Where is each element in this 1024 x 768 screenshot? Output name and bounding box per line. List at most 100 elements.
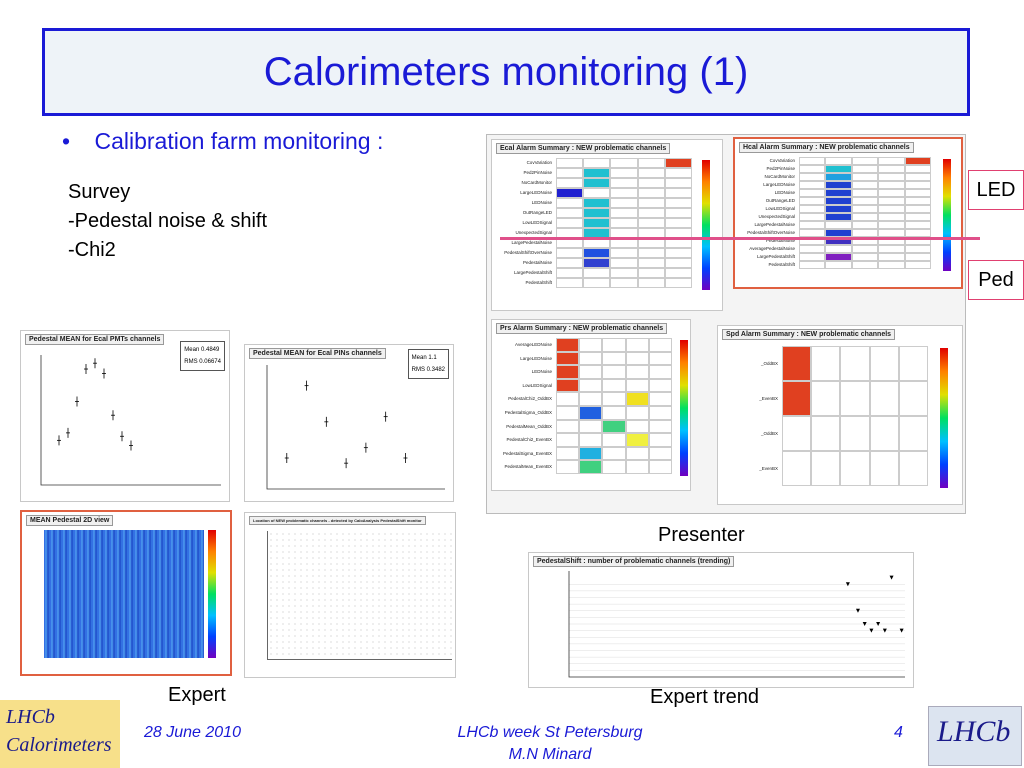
alarm-cell: [825, 253, 852, 261]
color-scale: [208, 530, 216, 658]
alarm-cell: [904, 189, 931, 197]
spd-alarm-grid: _OddBX _EvenBX _OddBX _EvenBX: [720, 346, 930, 486]
alarm-cell: [637, 248, 665, 258]
alarm-cell: [610, 248, 638, 258]
alarm-cell: [602, 433, 626, 447]
alarm-cell: [610, 218, 638, 228]
alarm-cell: [556, 188, 584, 198]
alarm-cell: [851, 261, 879, 269]
presenter-screenshot: Ecal Alarm Summary : NEW problematic cha…: [486, 134, 966, 514]
alarm-row-label: PedestalShiftOverNoise: [504, 250, 552, 255]
survey-line: -Chi2: [68, 239, 116, 261]
alarm-cell: [904, 157, 931, 165]
title-box: Calorimeters monitoring (1): [42, 28, 970, 116]
alarm-cell: [878, 165, 905, 173]
alarm-cell: [799, 221, 826, 229]
alarm-cell: [583, 248, 611, 258]
alarm-row-label: PedestalShiftOverNoise: [747, 230, 795, 235]
alarm-cell: [579, 460, 603, 474]
trend-point: [845, 582, 850, 587]
alarm-cell: [825, 221, 852, 229]
alarm-cell: [625, 446, 649, 461]
alarm-cell: [825, 261, 852, 269]
alarm-cell: [579, 406, 603, 420]
alarm-cell: [664, 208, 692, 218]
alarm-cell: [664, 258, 692, 268]
problematic-map-panel: Location of NEW problematic channels - d…: [244, 512, 456, 678]
alarm-row-label: PedestalChi2_EvenBX: [506, 437, 552, 443]
lhcb-calorimeters-logo: LHCb Calorimeters: [0, 700, 120, 768]
alarm-cell: [825, 197, 852, 205]
alarm-row-label: PedestalNoise: [765, 238, 795, 243]
alarm-cell: [610, 168, 638, 178]
alarm-cell: [799, 205, 826, 213]
alarm-cell: [583, 188, 611, 198]
bullet-line: • Calibration farm monitoring :: [62, 128, 383, 155]
alarm-cell: [583, 158, 611, 168]
alarm-cell: [583, 178, 611, 188]
alarm-cell: [556, 392, 580, 406]
problematic-map-grid: [267, 531, 452, 660]
alarm-row-label: UnexpectedSignal: [515, 230, 552, 235]
alarm-cell: [583, 168, 611, 178]
footer-event-line: M.N Minard: [508, 746, 592, 763]
alarm-cell: [610, 178, 638, 188]
alarm-cell: [602, 351, 626, 366]
alarm-cell: [625, 365, 649, 379]
alarm-cell: [637, 198, 665, 208]
survey-line: Survey: [68, 181, 131, 203]
footer-event-line: LHCb week St Petersburg: [457, 724, 643, 741]
ecal-alarm-grid: CovVariation Ped2PinNoise NoCardMonitor Lar…: [494, 158, 694, 288]
alarm-cell: [637, 278, 665, 288]
alarm-cell: [851, 205, 879, 213]
alarm-cell: [904, 245, 931, 253]
stat-mean: Mean 0.4849: [184, 347, 220, 353]
axis: [40, 355, 221, 486]
alarm-cell: [878, 261, 905, 269]
lhcb-logo: LHCb: [928, 706, 1022, 766]
stats-box: Mean 1.1 RMS 0.3482: [407, 349, 449, 379]
panel-title: Pedestal MEAN for Ecal PINs channels: [249, 348, 386, 359]
alarm-cell: [556, 378, 580, 393]
alarm-row-label: LEDNoise: [774, 190, 795, 195]
alarm-cell: [904, 261, 931, 269]
alarm-cell: [648, 406, 672, 420]
alarm-cell: [799, 197, 826, 205]
alarm-row-label: UnexpectedSignal: [758, 214, 795, 219]
alarm-cell: [782, 416, 812, 451]
alarm-row-label: PedestalMean_OddBX: [506, 423, 552, 429]
panel-title: Pedestal MEAN for Ecal PMTs channels: [25, 334, 165, 345]
alarm-cell: [904, 181, 931, 189]
alarm-cell: [851, 181, 879, 189]
alarm-cell: [579, 351, 603, 366]
alarm-cell: [556, 278, 584, 288]
alarm-cell: [851, 221, 879, 229]
alarm-cell: [811, 346, 841, 381]
alarm-cell: [556, 433, 580, 447]
alarm-cell: [556, 351, 580, 366]
panel-title: Ecal Alarm Summary : NEW problematic cha…: [496, 143, 671, 154]
alarm-cell: [878, 173, 905, 181]
alarm-cell: [637, 178, 665, 188]
trend-point: [876, 622, 881, 626]
ped-label: Ped: [968, 260, 1024, 300]
panel-title: PedestalShift : number of problematic ch…: [533, 556, 735, 567]
alarm-cell: [664, 158, 692, 168]
alarm-row-label: LargePedestalShift: [756, 254, 795, 259]
stat-rms: RMS 0.06674: [184, 359, 221, 365]
alarm-row-label: AveragePedestalNoise: [749, 246, 795, 251]
alarm-cell: [579, 392, 603, 406]
ecal-alarm-panel: Ecal Alarm Summary : NEW problematic cha…: [491, 139, 723, 311]
color-scale: [680, 340, 688, 476]
alarm-cell: [556, 208, 584, 218]
alarm-row-label: _OddBX: [760, 361, 778, 366]
alarm-cell: [878, 205, 905, 213]
alarm-cell: [579, 433, 603, 447]
alarm-cell: [602, 338, 626, 352]
alarm-cell: [583, 268, 611, 278]
axis: [266, 365, 445, 490]
alarm-cell: [811, 381, 841, 416]
alarm-row-label: LargePedestalNoise: [754, 222, 795, 227]
color-scale: [943, 159, 951, 271]
alarm-cell: [799, 253, 826, 261]
